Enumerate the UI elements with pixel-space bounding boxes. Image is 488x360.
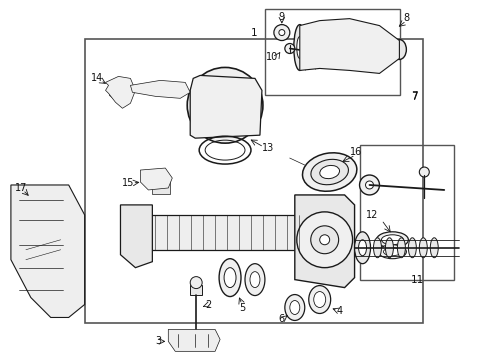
Ellipse shape (354, 232, 370, 264)
Polygon shape (140, 168, 172, 190)
Ellipse shape (378, 245, 406, 259)
Circle shape (273, 24, 289, 41)
Text: 13: 13 (261, 143, 273, 153)
Ellipse shape (392, 40, 406, 59)
Ellipse shape (313, 292, 325, 307)
Ellipse shape (244, 264, 264, 296)
Ellipse shape (360, 238, 368, 258)
Ellipse shape (383, 248, 401, 256)
Ellipse shape (308, 285, 330, 314)
Circle shape (215, 95, 235, 115)
Polygon shape (190, 75, 262, 138)
Text: 15: 15 (122, 178, 134, 188)
Ellipse shape (219, 259, 241, 297)
Text: 1: 1 (250, 28, 257, 37)
Ellipse shape (293, 24, 305, 71)
Text: 4: 4 (336, 306, 342, 316)
Circle shape (319, 235, 329, 245)
Circle shape (359, 175, 379, 195)
Ellipse shape (358, 240, 366, 256)
Ellipse shape (376, 232, 407, 248)
Polygon shape (299, 19, 399, 73)
Text: 6: 6 (278, 314, 285, 324)
Text: 12: 12 (366, 210, 378, 220)
Polygon shape (120, 205, 152, 268)
Bar (190, 285, 202, 294)
Text: 7: 7 (410, 91, 417, 101)
Circle shape (419, 167, 428, 177)
Polygon shape (130, 80, 190, 98)
Circle shape (296, 212, 352, 268)
Ellipse shape (249, 272, 260, 288)
Ellipse shape (407, 238, 415, 258)
Circle shape (285, 44, 294, 54)
Bar (84, 39, 423, 323)
Polygon shape (294, 195, 354, 288)
Ellipse shape (285, 294, 304, 320)
Circle shape (310, 226, 338, 254)
Text: 9: 9 (278, 12, 285, 22)
Ellipse shape (310, 159, 348, 185)
Ellipse shape (385, 238, 393, 258)
Ellipse shape (429, 238, 437, 258)
Text: 5: 5 (239, 302, 244, 312)
Circle shape (278, 30, 285, 36)
Text: 2: 2 (204, 300, 211, 310)
Circle shape (39, 288, 53, 302)
Circle shape (187, 67, 263, 143)
Ellipse shape (302, 153, 356, 191)
Bar (264, 9, 400, 95)
Bar (359, 145, 453, 280)
Ellipse shape (373, 238, 381, 258)
Circle shape (39, 193, 53, 207)
Polygon shape (105, 76, 135, 108)
Text: 17: 17 (15, 183, 27, 193)
Text: 3: 3 (155, 336, 161, 346)
Text: 10: 10 (265, 53, 278, 63)
Bar (152, 180, 170, 194)
Text: 7: 7 (410, 92, 417, 102)
Polygon shape (148, 215, 304, 250)
Polygon shape (11, 185, 84, 318)
Ellipse shape (419, 238, 427, 258)
Text: 11: 11 (410, 275, 423, 285)
Polygon shape (168, 329, 220, 351)
Circle shape (203, 84, 246, 127)
Ellipse shape (224, 268, 236, 288)
Circle shape (365, 181, 373, 189)
Circle shape (190, 276, 202, 289)
Ellipse shape (319, 166, 339, 179)
Text: 16: 16 (350, 147, 362, 157)
Ellipse shape (289, 301, 299, 315)
Ellipse shape (296, 37, 302, 58)
Ellipse shape (397, 238, 405, 258)
Ellipse shape (381, 235, 403, 245)
Text: 14: 14 (91, 73, 103, 84)
Text: 8: 8 (403, 13, 408, 23)
